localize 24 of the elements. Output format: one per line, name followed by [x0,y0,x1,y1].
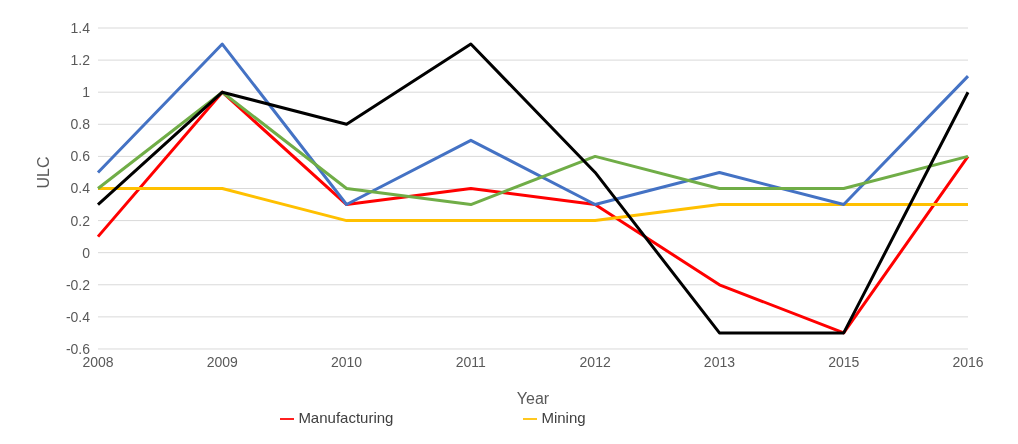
legend-label: Manufacturing [298,408,394,426]
x-axis-title: Year [516,389,550,407]
legend-label: Mining [541,408,586,426]
x-tick-label: 2009 [206,353,239,370]
line-series [96,90,970,207]
x-tick-label: 2011 [455,353,487,370]
y-tick-label: 0.8 [70,116,91,133]
x-tick-label: 2013 [703,353,736,370]
y-tick-label: 0.2 [70,212,91,229]
x-tick-label: 2012 [579,353,611,370]
y-tick-label: 0.4 [70,180,91,197]
x-tick-label: 2016 [952,353,984,370]
y-tick-label: 1.2 [70,52,91,69]
y-tick-label: 1.4 [70,19,91,36]
y-tick-label: 0 [82,244,91,261]
y-tick-label: 1 [82,84,91,101]
y-tick-label: -0.4 [65,308,91,325]
y-tick-label: 0.6 [70,148,91,165]
line-series [96,42,970,335]
x-tick-label: 2015 [828,353,860,370]
line-series [96,42,970,207]
y-axis-title: ULC [34,156,52,189]
y-tick-label: -0.2 [65,276,91,293]
x-tick-label: 2010 [330,353,363,370]
